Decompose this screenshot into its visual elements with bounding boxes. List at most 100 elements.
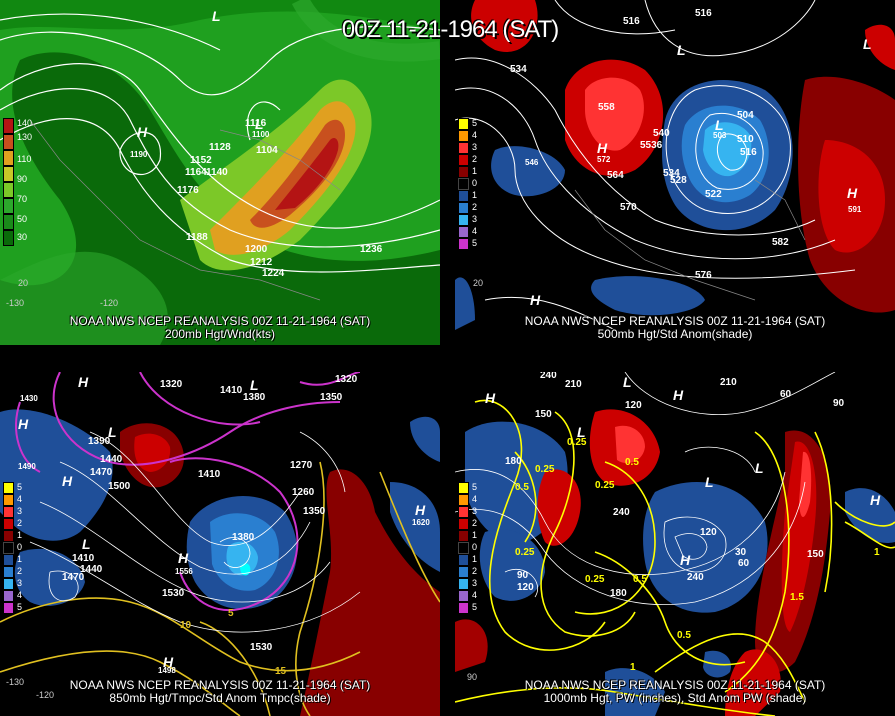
high-pressure-label: H (78, 374, 89, 390)
low-pressure-label: L (108, 424, 117, 440)
contour-label: 0.5 (515, 482, 529, 493)
legend-label: 5 (472, 118, 478, 128)
legend-label: 5 (472, 602, 478, 612)
legend-label: 5 (472, 238, 478, 248)
contour-label: 540 (653, 128, 670, 139)
contour-label: 1620 (412, 518, 430, 527)
contour-label: 1350 (320, 392, 343, 403)
contour-label: 1410 (198, 469, 221, 480)
contour-label: 60 (780, 389, 792, 400)
panel-caption-line2: 200mb Hgt/Wnd(kts) (164, 327, 276, 341)
contour-label: 60 (738, 558, 750, 569)
legend-label: 5 (17, 602, 23, 612)
contour-label: 1270 (290, 460, 313, 471)
contour-label: 120 (700, 527, 717, 538)
contour-label: 516 (623, 16, 640, 27)
contour-label: 120 (625, 400, 642, 411)
lon-label: -120 (36, 690, 55, 700)
high-pressure-label: H (597, 140, 608, 156)
low-pressure-label: L (715, 117, 724, 133)
lon-label: -130 (6, 298, 25, 308)
contour-label: 1188 (186, 232, 208, 243)
page-title: 00Z 11-21-1964 (SAT) (341, 16, 560, 43)
contour-label: 210 (565, 379, 582, 390)
legend-label: 5 (17, 482, 23, 492)
contour-label: 1224 (262, 268, 285, 279)
contour-label: 503 (713, 131, 727, 140)
panel-200mb: 140 130 110 90 70 50 30 H L L 1116 1100 … (0, 0, 440, 345)
contour-label: 1 (630, 662, 636, 673)
contour-label: 1176 (177, 185, 199, 196)
panel-850mb: 5 4 3 2 1 0 1 2 3 4 5 H H H H H H L L L … (0, 372, 440, 716)
high-pressure-label: H (485, 390, 496, 406)
lon-label: 20 (473, 278, 484, 288)
map-1000mb (455, 372, 895, 716)
legend-label: 1 (17, 554, 23, 564)
high-pressure-label: H (18, 416, 29, 432)
contour-label: 1100 (252, 130, 270, 139)
legend-label: 2 (472, 566, 478, 576)
contour-label: 1556 (175, 567, 193, 576)
contour-label: 558 (598, 102, 615, 113)
legend-label: 2 (472, 202, 478, 212)
contour-label: 1 (874, 547, 880, 558)
contour-label: 528 (670, 175, 687, 186)
contour-label: 522 (705, 189, 722, 200)
contour-label: 1116 (245, 118, 267, 129)
legend-label: 4 (472, 590, 478, 600)
contour-label: 0.5 (633, 574, 647, 585)
legend-label: 3 (472, 214, 478, 224)
contour-label: 0.25 (595, 480, 615, 491)
contour-label: 240 (540, 372, 557, 381)
legend-label: 4 (472, 130, 478, 140)
contour-label: 0.5 (625, 457, 639, 468)
contour-label: 1320 (160, 379, 183, 390)
contour-label: 240 (687, 572, 704, 583)
contour-label: 576 (695, 270, 712, 281)
contour-label: 1320 (335, 374, 358, 385)
high-pressure-label: H (137, 124, 148, 140)
legend-label: 2 (17, 566, 23, 576)
panel-caption-line1: NOAA NWS NCEP REANALYSIS 00Z 11-21-1964 … (69, 678, 371, 692)
legend-label: 1 (472, 530, 478, 540)
panel-caption-line2: 850mb Hgt/Tmpc/Std Anom Tmpc(shade) (109, 691, 331, 705)
lon-label: 20 (18, 278, 29, 288)
contour-label: 1236 (360, 244, 383, 255)
contour-label: 1380 (232, 532, 255, 543)
high-pressure-label: H (847, 185, 858, 201)
legend-label: 3 (17, 578, 23, 588)
low-pressure-label: L (677, 42, 686, 58)
contour-label: 1410 (220, 385, 243, 396)
high-pressure-label: H (530, 292, 541, 308)
legend-label: 4 (472, 494, 478, 504)
low-pressure-label: L (82, 536, 91, 552)
contour-label: 0.25 (567, 437, 587, 448)
legend-label: 3 (472, 506, 478, 516)
contour-label: 510 (737, 134, 754, 145)
color-legend: 5 4 3 2 1 0 1 2 3 4 5 (458, 118, 477, 250)
contour-label: 90 (833, 398, 845, 409)
low-pressure-label: L (755, 460, 764, 476)
contour-label: 210 (720, 377, 737, 388)
contour-label: 1152 (190, 155, 212, 166)
legend-label: 110 (17, 154, 32, 164)
contour-label: 30 (735, 547, 747, 558)
contour-label: 534 (663, 168, 680, 179)
legend-label: 4 (472, 226, 478, 236)
contour-label: 10 (180, 620, 192, 631)
high-pressure-label: H (870, 492, 881, 508)
high-pressure-label: H (62, 473, 73, 489)
map-200mb (0, 0, 440, 345)
legend-label: 70 (17, 194, 28, 204)
legend-label: 5 (472, 482, 478, 492)
legend-label: 50 (17, 214, 28, 224)
contour-label: 1212 (250, 257, 273, 268)
contour-label: 572 (597, 155, 611, 164)
legend-label: 2 (472, 518, 478, 528)
panel-caption-line1: NOAA NWS NCEP REANALYSIS 00Z 11-21-1964 … (69, 314, 371, 328)
legend-label: 3 (17, 506, 23, 516)
panel-caption-line2: 1000mb Hgt, PW (inches), Std Anom PW (sh… (543, 691, 807, 705)
contour-label: 1350 (303, 506, 326, 517)
contour-label: 90 (517, 570, 529, 581)
contour-label: 1.5 (790, 592, 804, 603)
